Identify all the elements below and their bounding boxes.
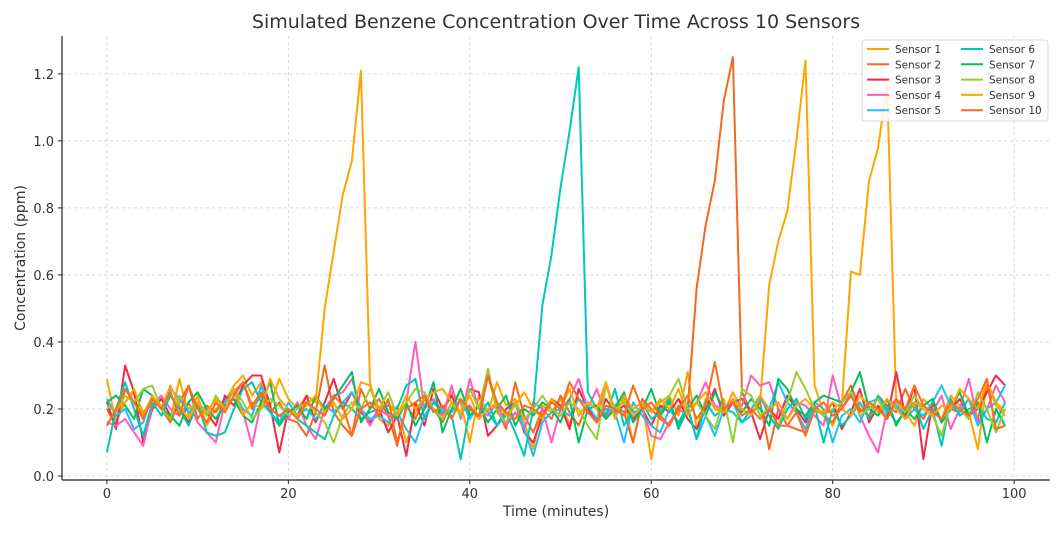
legend-label-sensor-1: Sensor 1 xyxy=(895,44,941,56)
y-tick-label: 1.2 xyxy=(33,68,54,83)
chart-title: Simulated Benzene Concentration Over Tim… xyxy=(252,11,860,33)
y-axis-label: Concentration (ppm) xyxy=(13,185,29,331)
legend-label-sensor-4: Sensor 4 xyxy=(895,90,941,102)
legend-label-sensor-9: Sensor 9 xyxy=(989,90,1035,102)
legend: Sensor 1 Sensor 2 Sensor 3 Sensor 4 Sensor 5… xyxy=(861,39,1049,122)
y-tick-label: 0.0 xyxy=(33,470,54,485)
x-tick-label: 20 xyxy=(280,487,297,502)
y-tick-label: 0.6 xyxy=(33,269,54,284)
series-line-sensor-3 xyxy=(105,364,1006,461)
x-tick-label: 100 xyxy=(1002,487,1027,502)
x-axis-label: Time (minutes) xyxy=(502,504,609,520)
x-tick-label: 60 xyxy=(643,487,660,502)
x-tick-label: 0 xyxy=(103,487,111,502)
y-tick-label: 0.4 xyxy=(33,336,54,351)
legend-label-sensor-3: Sensor 3 xyxy=(895,75,941,87)
series-line-sensor-7 xyxy=(106,371,1006,444)
x-tick-label: 40 xyxy=(462,487,479,502)
x-tick-label: 80 xyxy=(824,487,841,502)
y-tick-label: 0.2 xyxy=(33,403,54,418)
series-line-sensor-6 xyxy=(105,66,1007,461)
y-tick-label: 0.8 xyxy=(33,202,54,217)
legend-label-sensor-5: Sensor 5 xyxy=(895,105,941,117)
series-line-sensor-10 xyxy=(106,361,1006,444)
legend-label-sensor-6: Sensor 6 xyxy=(989,44,1035,56)
series-line-sensor-4 xyxy=(106,340,1006,454)
legend-label-sensor-7: Sensor 7 xyxy=(989,59,1035,71)
y-tick-label: 1.0 xyxy=(33,135,54,150)
legend-label-sensor-2: Sensor 2 xyxy=(895,59,941,71)
series-lines xyxy=(105,56,1007,461)
legend-label-sensor-8: Sensor 8 xyxy=(989,75,1035,87)
legend-box xyxy=(861,39,1049,122)
axes: 0 20 40 60 80 100 0.0 0.2 0.4 0.6 0.8 1.0 1.2 xyxy=(33,36,1050,502)
legend-label-sensor-10: Sensor 10 xyxy=(989,105,1042,117)
